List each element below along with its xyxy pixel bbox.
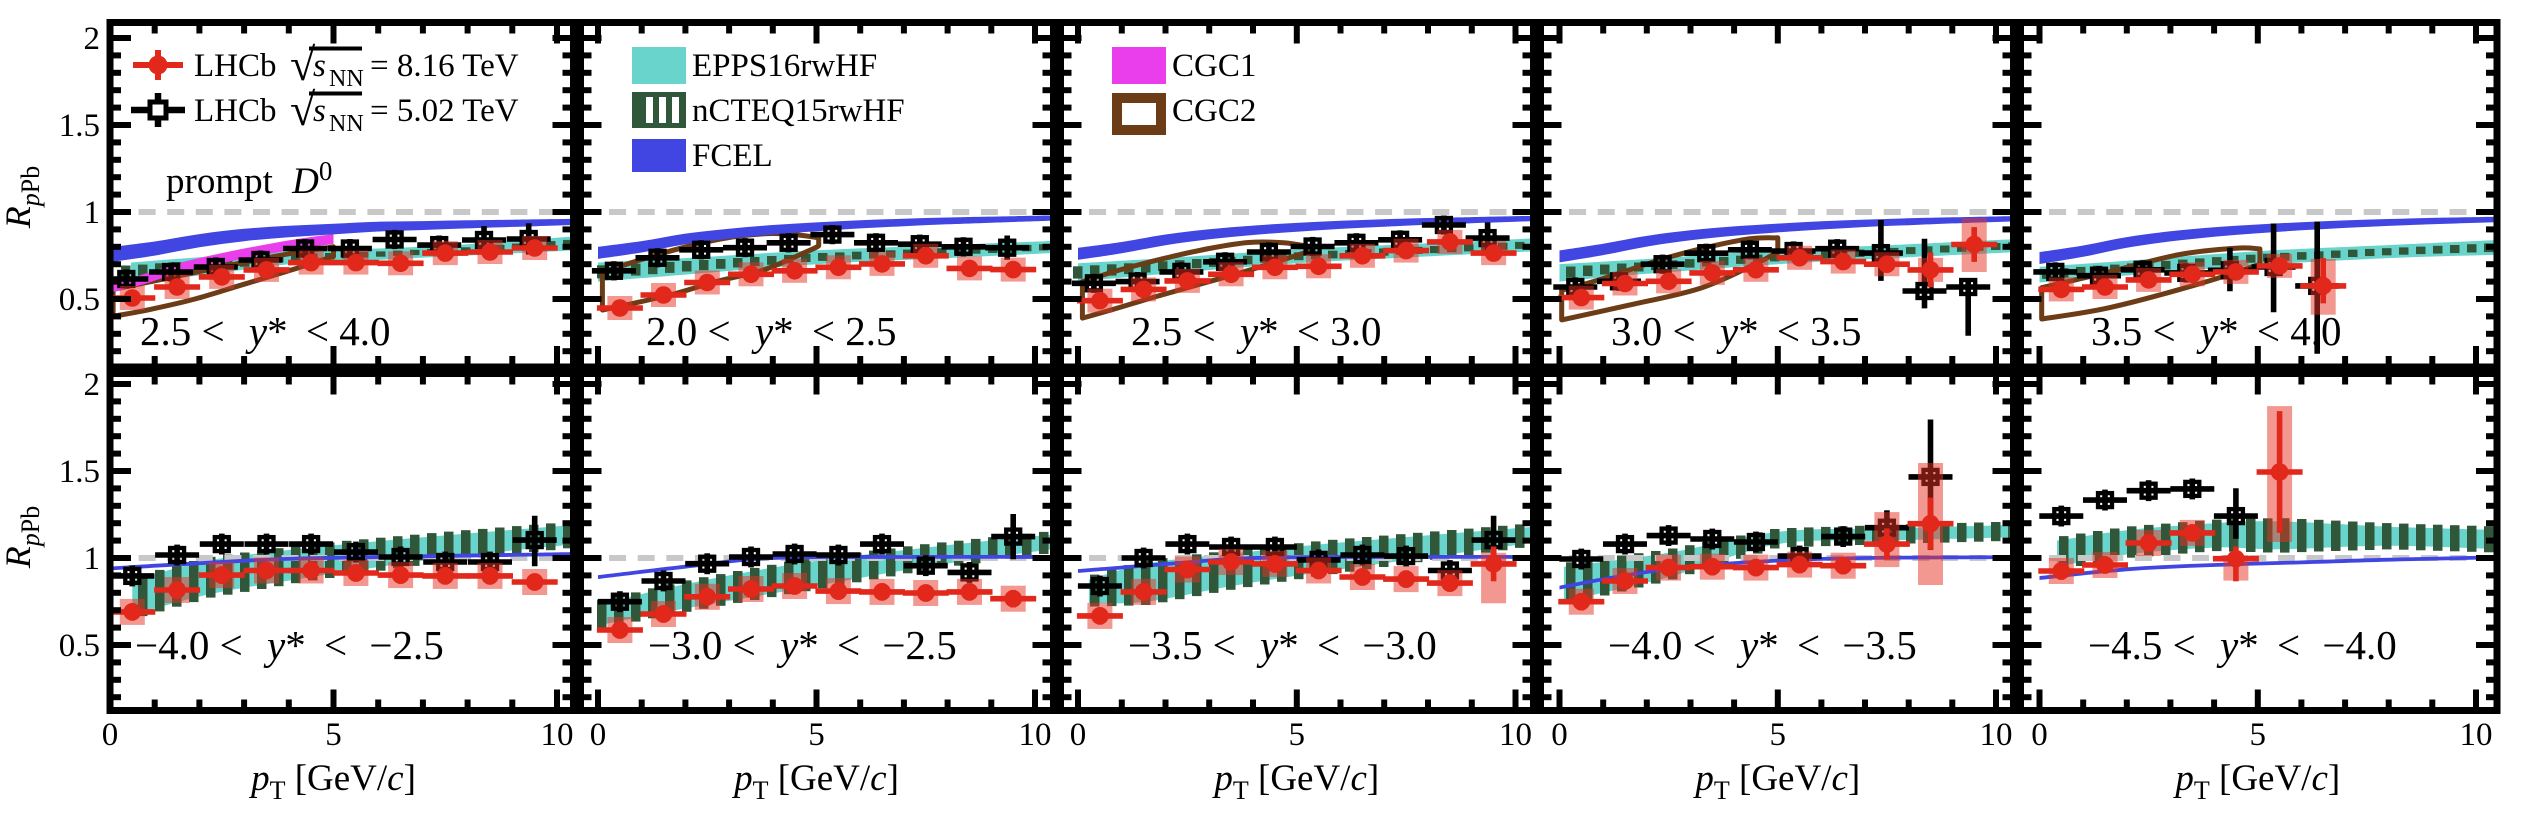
svg-text:1: 1 bbox=[84, 195, 101, 231]
svg-text:pT [GeV/c]: pT [GeV/c] bbox=[1211, 758, 1379, 805]
svg-text:pT [GeV/c]: pT [GeV/c] bbox=[2172, 758, 2340, 805]
svg-text:s: s bbox=[313, 48, 326, 84]
svg-text:nCTEQ15rwHF: nCTEQ15rwHF bbox=[692, 93, 905, 129]
svg-text:FCEL: FCEL bbox=[692, 138, 773, 174]
svg-text:CGC1: CGC1 bbox=[1172, 48, 1256, 84]
svg-text:2: 2 bbox=[84, 367, 101, 403]
svg-text:10: 10 bbox=[1980, 717, 2013, 753]
svg-text:= 5.02 TeV: = 5.02 TeV bbox=[370, 93, 519, 129]
svg-text:1.5: 1.5 bbox=[59, 454, 100, 490]
svg-text:10: 10 bbox=[2460, 717, 2493, 753]
svg-text:0.5: 0.5 bbox=[59, 282, 100, 318]
svg-text:NN: NN bbox=[329, 111, 364, 137]
svg-text:0.5: 0.5 bbox=[59, 628, 100, 664]
svg-text:0: 0 bbox=[590, 717, 607, 753]
svg-text:5: 5 bbox=[1289, 717, 1306, 753]
svg-text:−4.0 < y* < −3.5: −4.0 < y* < −3.5 bbox=[1608, 622, 1917, 668]
svg-text:5: 5 bbox=[325, 717, 342, 753]
svg-text:3.0 < y* < 3.5: 3.0 < y* < 3.5 bbox=[1611, 308, 1861, 354]
svg-text:LHCb: LHCb bbox=[194, 93, 277, 129]
svg-text:RpPb: RpPb bbox=[0, 166, 45, 229]
svg-text:5: 5 bbox=[2250, 717, 2267, 753]
svg-text:pT [GeV/c]: pT [GeV/c] bbox=[1692, 758, 1860, 805]
svg-text:10: 10 bbox=[1019, 717, 1052, 753]
svg-text:LHCb: LHCb bbox=[194, 48, 277, 84]
svg-text:0: 0 bbox=[1551, 717, 1568, 753]
svg-text:pT [GeV/c]: pT [GeV/c] bbox=[731, 758, 899, 805]
svg-text:−3.5 < y* < −3.0: −3.5 < y* < −3.0 bbox=[1128, 622, 1437, 668]
svg-text:0: 0 bbox=[1070, 717, 1087, 753]
svg-text:5: 5 bbox=[808, 717, 825, 753]
svg-text:RpPb: RpPb bbox=[0, 506, 45, 569]
svg-text:= 8.16 TeV: = 8.16 TeV bbox=[370, 48, 519, 84]
svg-text:CGC2: CGC2 bbox=[1172, 93, 1256, 129]
svg-text:EPPS16rwHF: EPPS16rwHF bbox=[692, 48, 877, 84]
svg-text:s: s bbox=[313, 93, 326, 129]
svg-text:0: 0 bbox=[2031, 717, 2048, 753]
svg-text:−4.5 < y* < −4.0: −4.5 < y* < −4.0 bbox=[2088, 622, 2397, 668]
svg-text:10: 10 bbox=[1499, 717, 1532, 753]
svg-text:2: 2 bbox=[84, 21, 101, 57]
svg-text:10: 10 bbox=[541, 717, 574, 753]
svg-text:3.5 < y* < 4.0: 3.5 < y* < 4.0 bbox=[2091, 308, 2341, 354]
svg-text:5: 5 bbox=[1770, 717, 1787, 753]
svg-text:−4.0 < y* < −2.5: −4.0 < y* < −2.5 bbox=[135, 622, 444, 668]
svg-text:2.0 < y* < 2.5: 2.0 < y* < 2.5 bbox=[646, 308, 896, 354]
svg-text:2.5 < y* < 4.0: 2.5 < y* < 4.0 bbox=[140, 308, 390, 354]
svg-text:prompt D0: prompt D0 bbox=[166, 156, 332, 202]
svg-text:2.5 < y* < 3.0: 2.5 < y* < 3.0 bbox=[1131, 308, 1381, 354]
svg-text:pT [GeV/c]: pT [GeV/c] bbox=[248, 758, 416, 805]
svg-text:1: 1 bbox=[84, 541, 101, 577]
svg-text:0: 0 bbox=[102, 717, 119, 753]
svg-text:−3.0 < y* < −2.5: −3.0 < y* < −2.5 bbox=[648, 622, 957, 668]
svg-text:1.5: 1.5 bbox=[59, 108, 100, 144]
svg-text:NN: NN bbox=[329, 66, 364, 92]
